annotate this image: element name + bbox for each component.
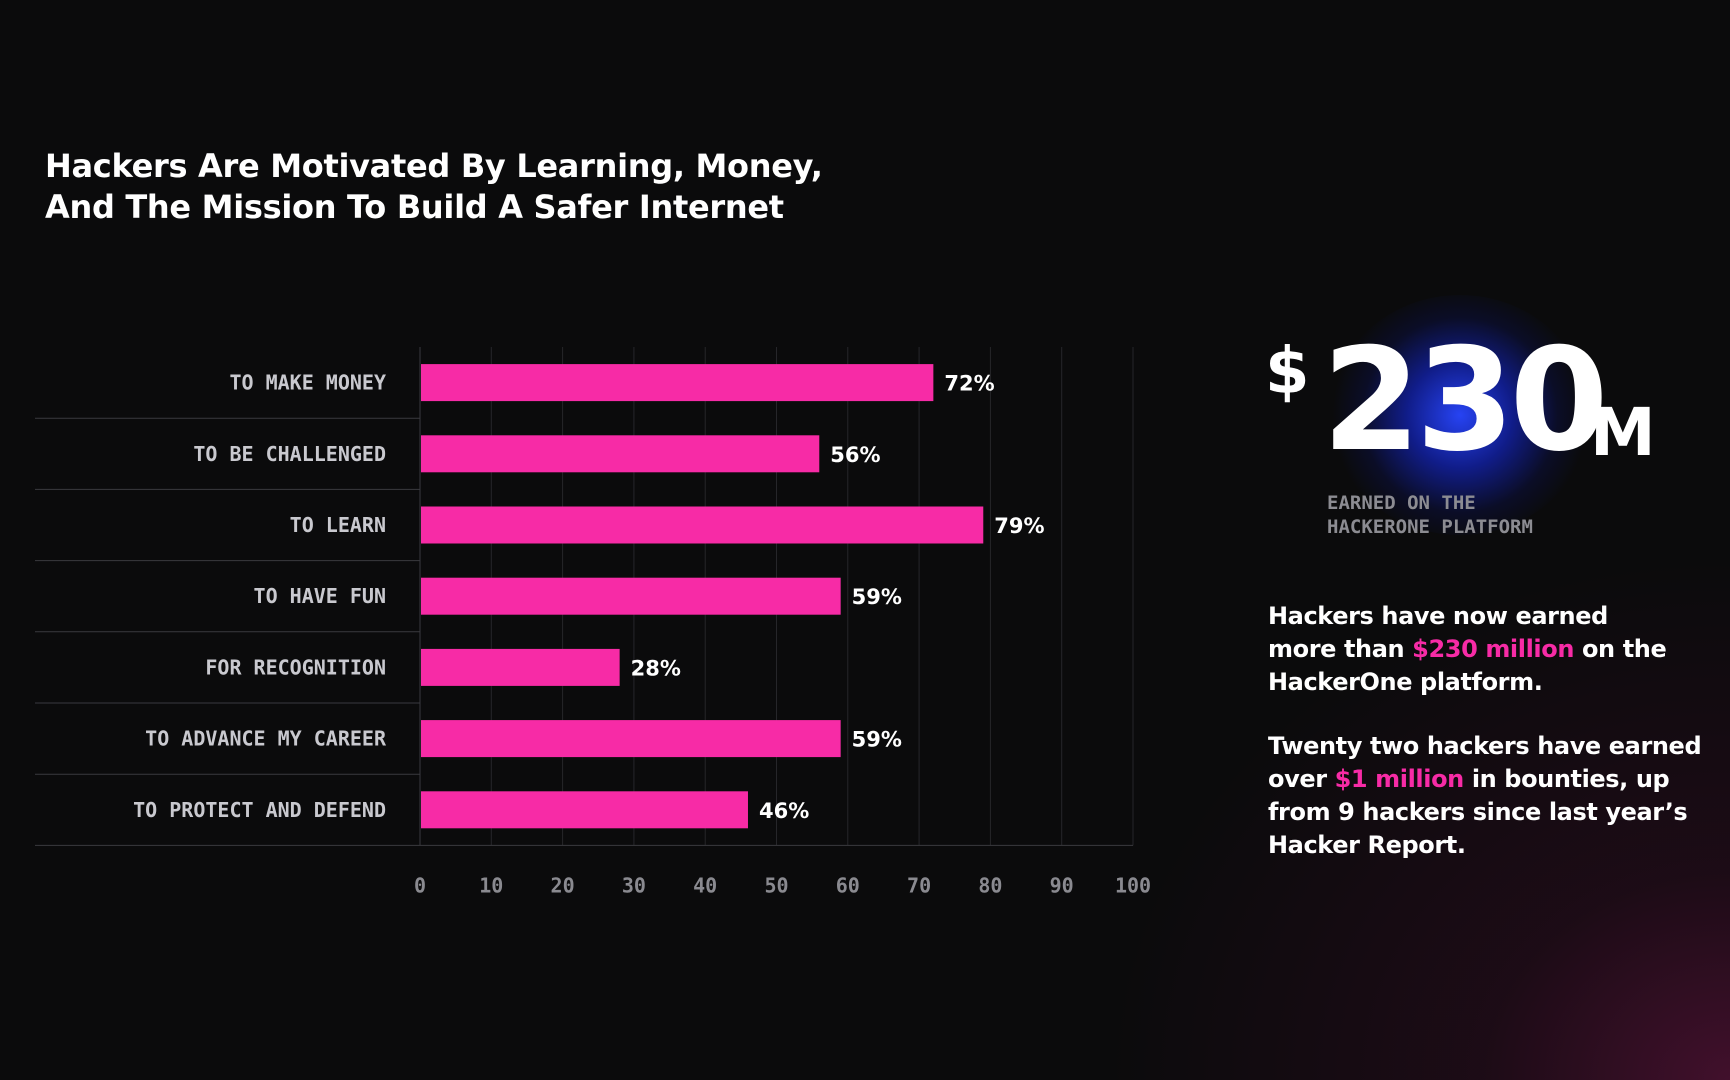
millionaires-blurb: Twenty two hackers have earned over $1 m… xyxy=(1268,730,1708,862)
value-label: 46% xyxy=(759,799,809,823)
blurb-1-line-1: Hackers have now earned xyxy=(1268,602,1608,630)
value-label: 79% xyxy=(994,514,1044,538)
value-label: 56% xyxy=(830,443,880,467)
title-line-1: Hackers Are Motivated By Learning, Money… xyxy=(45,147,823,185)
x-tick-label: 50 xyxy=(764,873,788,897)
x-tick-label: 10 xyxy=(479,873,503,897)
category-label: TO ADVANCE MY CAREER xyxy=(145,727,387,751)
bar-for-recognition xyxy=(421,648,620,686)
blurb-2-line-3: from 9 hackers since last year’s xyxy=(1268,798,1688,826)
x-tick-label: 60 xyxy=(836,873,860,897)
x-tick-label: 30 xyxy=(622,873,646,897)
stat-caption-line-2: HACKERONE PLATFORM xyxy=(1327,516,1533,538)
category-label: TO HAVE FUN xyxy=(254,584,386,608)
bar-to-advance-my-career xyxy=(421,720,841,758)
category-label: FOR RECOGNITION xyxy=(205,655,386,679)
blurb-2-line-4: Hacker Report. xyxy=(1268,831,1466,859)
blurb-1-highlight: $230 million xyxy=(1412,635,1575,663)
bar-to-be-challenged xyxy=(421,435,820,473)
blurb-2-line-2: over $1 million in bounties, up xyxy=(1268,763,1708,796)
value-label: 59% xyxy=(852,728,902,752)
blurb-2-highlight: $1 million xyxy=(1334,765,1465,793)
x-tick-label: 20 xyxy=(551,873,575,897)
bar-to-protect-and-defend xyxy=(421,791,748,829)
x-tick-label: 80 xyxy=(978,873,1002,897)
x-tick-label: 90 xyxy=(1050,873,1074,897)
title-line-2: And The Mission To Build A Safer Interne… xyxy=(45,188,784,226)
stat-caption: EARNED ON THE HACKERONE PLATFORM xyxy=(1327,491,1533,539)
value-label: 59% xyxy=(852,585,902,609)
earnings-blurb: Hackers have now earned more than $230 m… xyxy=(1268,600,1708,699)
blurb-1-line-2-pre: more than xyxy=(1268,635,1413,663)
blurb-1-line-3: HackerOne platform. xyxy=(1268,668,1543,696)
blurb-1-line-2: more than $230 million on the xyxy=(1268,633,1708,666)
page-title: Hackers Are Motivated By Learning, Money… xyxy=(45,146,865,228)
x-tick-label: 100 xyxy=(1115,873,1151,897)
bar-chart: TO MAKE MONEY 72% TO BE CHALLENGED 56% TO LE… xyxy=(35,347,1151,897)
x-tick-label: 40 xyxy=(693,873,717,897)
stat-unit: M xyxy=(1590,394,1656,471)
x-tick-label: 70 xyxy=(907,873,931,897)
blurb-2-line-2-post: in bounties, up xyxy=(1463,765,1670,793)
blurb-2-line-2-pre: over xyxy=(1268,765,1335,793)
bar-to-have-fun xyxy=(421,577,841,615)
value-label: 72% xyxy=(944,372,994,396)
category-label: TO MAKE MONEY xyxy=(229,371,386,395)
category-label: TO BE CHALLENGED xyxy=(193,442,386,466)
blurb-2-line-1: Twenty two hackers have earned xyxy=(1268,732,1702,760)
category-label: TO PROTECT AND DEFEND xyxy=(133,798,386,822)
stat-currency: $ xyxy=(1265,335,1310,409)
x-tick-label: 0 xyxy=(414,873,426,897)
bar-to-learn xyxy=(421,506,984,544)
stat-glow xyxy=(1330,295,1590,535)
blurb-1-line-2-post: on the xyxy=(1574,635,1667,663)
stat-number: 230 xyxy=(1322,318,1608,483)
value-label: 28% xyxy=(631,656,681,680)
bar-to-make-money xyxy=(421,364,934,402)
category-label: TO LEARN xyxy=(290,513,386,537)
stat-caption-line-1: EARNED ON THE xyxy=(1327,492,1476,514)
